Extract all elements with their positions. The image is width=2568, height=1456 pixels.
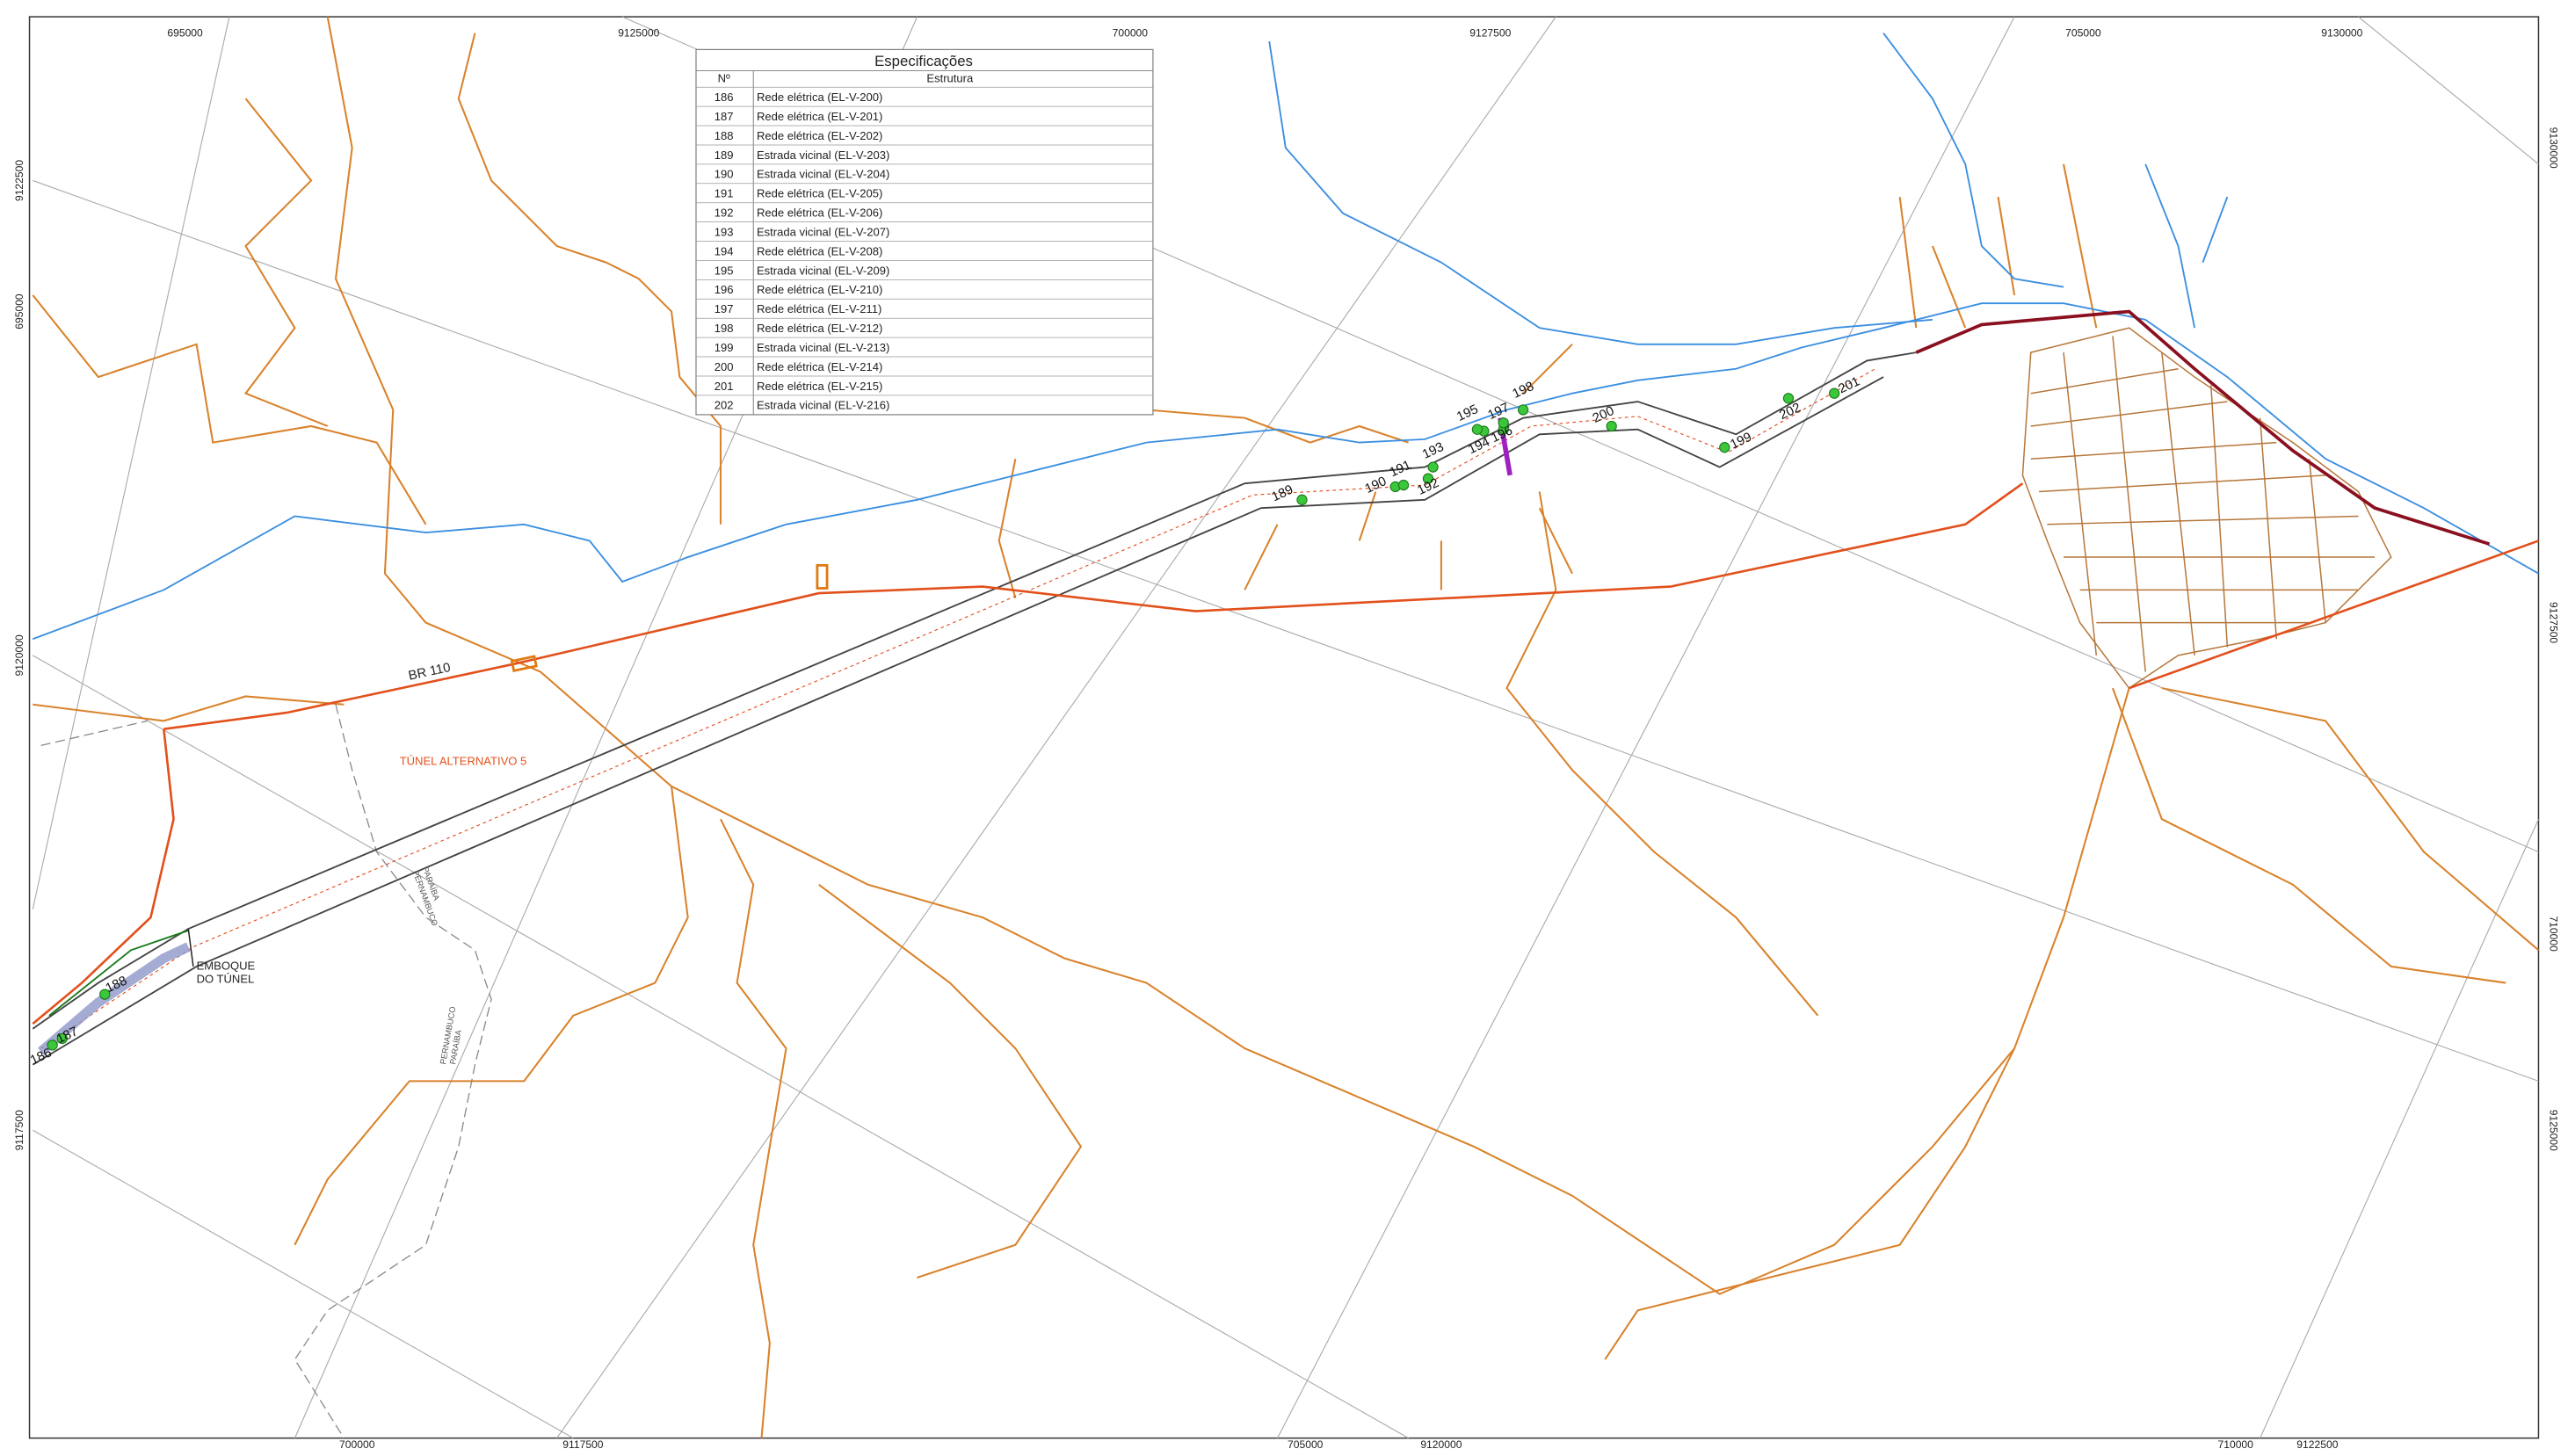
table-header: Estrutura	[926, 72, 974, 85]
specifications-table: Especificações Nº Estrutura 186 Rede elétri…	[696, 49, 1153, 415]
table-cell: 190	[715, 168, 734, 181]
page: {"frame":{"top_coords":["695000","912500…	[0, 0, 2568, 1452]
table-cell: Rede elétrica (EL-V-202)	[757, 129, 882, 142]
table-cell: 200	[715, 360, 734, 373]
table-cell: Rede elétrica (EL-V-205)	[757, 187, 882, 200]
structure-point	[1297, 495, 1307, 504]
structure-point	[1398, 480, 1408, 489]
table-cell: 202	[715, 399, 734, 412]
table-header: Nº	[718, 72, 730, 85]
map: Especificações Nº Estrutura 186 Rede elétri…	[0, 0, 2568, 1452]
table-cell: 198	[715, 322, 734, 335]
coord-label: 710000	[2217, 1438, 2253, 1451]
coord-label: 700000	[339, 1438, 375, 1451]
structure-point	[1783, 394, 1793, 403]
table-cell: Rede elétrica (EL-V-200)	[757, 91, 882, 104]
structure-point	[1428, 462, 1438, 472]
coord-label: 695000	[167, 26, 203, 39]
table-cell: Rede elétrica (EL-V-210)	[757, 283, 882, 296]
coord-label: 695000	[13, 293, 25, 330]
coord-label: 9117500	[562, 1438, 604, 1451]
structure-point	[1518, 405, 1527, 415]
table-cell: 189	[715, 148, 734, 162]
coord-label: 9120000	[1420, 1438, 1462, 1451]
structure-point	[1472, 424, 1482, 434]
coord-label: 9127500	[1469, 26, 1511, 39]
tunnel-label: TÚNEL ALTERNATIVO 5	[400, 755, 527, 768]
table-cell: 201	[715, 380, 734, 393]
portal-label: DO TÚNEL	[197, 973, 255, 986]
structure-point	[1607, 421, 1616, 431]
table-cell: 195	[715, 264, 734, 277]
structure-point	[1498, 418, 1508, 428]
table-cell: 196	[715, 283, 734, 296]
table-cell: 193	[715, 225, 734, 238]
table-cell: 191	[715, 187, 734, 200]
table-cell: Rede elétrica (EL-V-208)	[757, 244, 882, 257]
coord-label: 9125000	[618, 26, 659, 39]
table-cell: Estrada vicinal (EL-V-207)	[757, 225, 889, 238]
table-cell: Estrada vicinal (EL-V-213)	[757, 341, 889, 354]
coord-label: 700000	[1113, 26, 1149, 39]
coord-label: 705000	[1288, 1438, 1324, 1451]
coord-label: 9125000	[2548, 1110, 2560, 1151]
table-cell: 194	[715, 244, 734, 257]
table-cell: 187	[715, 110, 734, 123]
table-cell: Rede elétrica (EL-V-206)	[757, 206, 882, 220]
table-cell: 192	[715, 206, 734, 220]
table-cell: Rede elétrica (EL-V-201)	[757, 110, 882, 123]
coord-label: 9122500	[13, 160, 25, 201]
coord-label: 9120000	[13, 634, 25, 676]
table-title: Especificações	[874, 53, 973, 69]
coord-label: 9130000	[2321, 26, 2362, 39]
table-cell: Estrada vicinal (EL-V-209)	[757, 264, 889, 277]
coord-label: 705000	[2065, 26, 2101, 39]
portal-label: EMBOQUE	[197, 960, 256, 973]
structure-point	[1830, 388, 1839, 398]
coord-label: 9127500	[2548, 602, 2560, 643]
table-cell: Rede elétrica (EL-V-215)	[757, 380, 882, 393]
table-cell: 197	[715, 302, 734, 315]
table-cell: Rede elétrica (EL-V-212)	[757, 322, 882, 335]
coord-label: 710000	[2548, 916, 2560, 952]
coord-label: 9122500	[2296, 1438, 2338, 1451]
table-cell: 186	[715, 91, 734, 104]
coord-label: 9130000	[2548, 127, 2560, 169]
table-cell: Estrada vicinal (EL-V-204)	[757, 168, 889, 181]
table-cell: 188	[715, 129, 734, 142]
table-cell: Rede elétrica (EL-V-214)	[757, 360, 882, 373]
coord-label: 9117500	[13, 1110, 25, 1151]
table-cell: 199	[715, 341, 734, 354]
background	[0, 0, 2568, 1451]
structure-point	[1720, 443, 1730, 453]
table-cell: Estrada vicinal (EL-V-216)	[757, 399, 889, 412]
table-cell: Rede elétrica (EL-V-211)	[757, 302, 881, 315]
table-cell: Estrada vicinal (EL-V-203)	[757, 148, 889, 162]
